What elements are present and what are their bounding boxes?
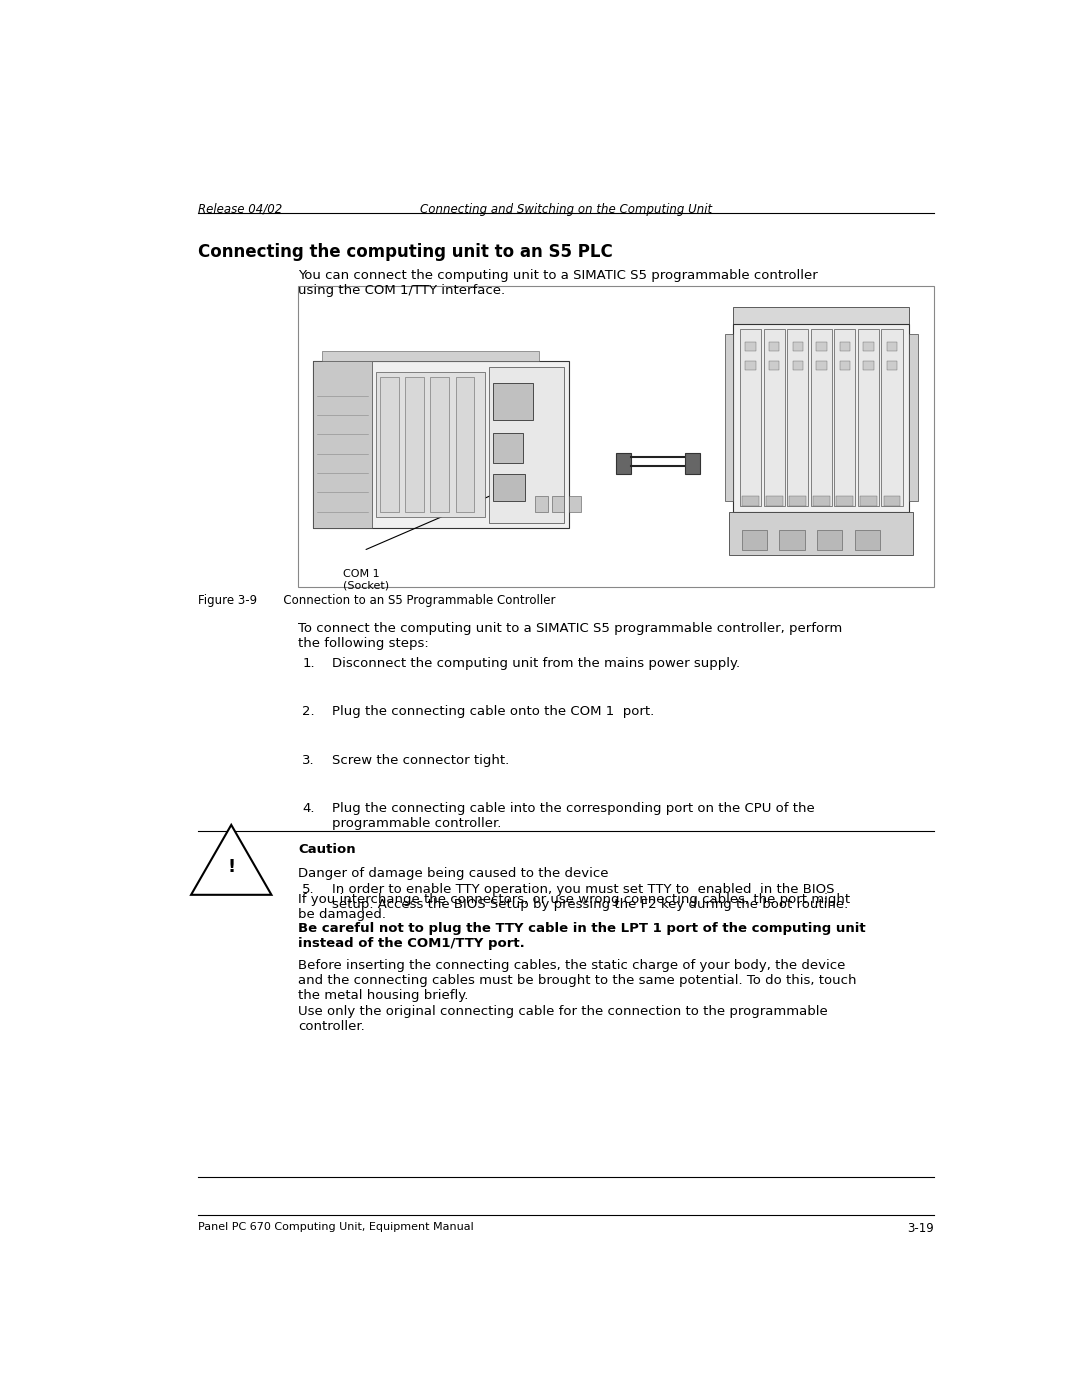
Bar bbox=[552, 496, 565, 511]
Bar bbox=[376, 372, 485, 517]
Text: COM 1
(Socket): COM 1 (Socket) bbox=[342, 569, 389, 591]
Bar bbox=[789, 496, 806, 507]
Bar bbox=[568, 496, 581, 511]
Bar bbox=[818, 529, 842, 549]
Text: Danger of damage being caused to the device: Danger of damage being caused to the dev… bbox=[298, 866, 609, 880]
Bar bbox=[860, 496, 877, 507]
Bar bbox=[733, 307, 909, 324]
Text: Plug the connecting cable into the corresponding port on the CPU of the
programm: Plug the connecting cable into the corre… bbox=[332, 802, 814, 830]
Bar bbox=[745, 362, 756, 370]
Bar bbox=[764, 330, 785, 507]
Bar bbox=[685, 453, 700, 474]
Text: You can connect the computing unit to a SIMATIC S5 programmable controller
using: You can connect the computing unit to a … bbox=[298, 268, 818, 296]
Bar bbox=[745, 342, 756, 351]
Bar bbox=[780, 529, 805, 549]
Bar bbox=[494, 433, 523, 464]
Bar bbox=[863, 342, 874, 351]
Bar bbox=[881, 330, 903, 507]
Bar bbox=[298, 286, 934, 587]
Bar bbox=[787, 330, 808, 507]
Text: In order to enable TTY operation, you must set TTY to  enabled  in the BIOS
setu: In order to enable TTY operation, you mu… bbox=[332, 883, 848, 911]
Text: 1.: 1. bbox=[302, 657, 315, 671]
Bar bbox=[835, 330, 855, 507]
Text: Panel PC 670 Computing Unit, Equipment Manual: Panel PC 670 Computing Unit, Equipment M… bbox=[198, 1222, 473, 1232]
Bar bbox=[535, 496, 548, 511]
Bar bbox=[883, 496, 901, 507]
Text: Caution: Caution bbox=[298, 844, 355, 856]
Bar bbox=[887, 342, 897, 351]
Bar bbox=[793, 342, 804, 351]
Bar bbox=[729, 511, 914, 555]
Bar bbox=[769, 342, 780, 351]
Text: !: ! bbox=[227, 858, 235, 876]
Polygon shape bbox=[191, 824, 271, 895]
Bar bbox=[813, 496, 829, 507]
Bar bbox=[431, 377, 449, 511]
Bar bbox=[887, 362, 897, 370]
Bar bbox=[617, 453, 632, 474]
Bar bbox=[766, 496, 783, 507]
Bar bbox=[769, 362, 780, 370]
Text: 3.: 3. bbox=[302, 754, 315, 767]
Text: Connecting the computing unit to an S5 PLC: Connecting the computing unit to an S5 P… bbox=[198, 243, 612, 261]
Bar bbox=[494, 383, 534, 420]
Bar bbox=[380, 377, 399, 511]
Bar bbox=[793, 362, 804, 370]
Text: Release 04/02: Release 04/02 bbox=[198, 203, 282, 215]
Text: Plug the connecting cable onto the COM 1  port.: Plug the connecting cable onto the COM 1… bbox=[332, 705, 654, 718]
Bar bbox=[837, 496, 853, 507]
Bar bbox=[725, 334, 733, 502]
Bar bbox=[909, 334, 918, 502]
Text: If you interchange the connectors, or use wrong connecting cables, the port migh: If you interchange the connectors, or us… bbox=[298, 893, 850, 921]
Text: 5.: 5. bbox=[302, 883, 315, 895]
Bar bbox=[489, 366, 565, 522]
Bar bbox=[313, 362, 372, 528]
Bar bbox=[494, 474, 525, 502]
Bar bbox=[839, 362, 850, 370]
Bar bbox=[816, 362, 826, 370]
Bar bbox=[839, 342, 850, 351]
Text: Be careful not to plug the TTY cable in the LPT 1 port of the computing unit
ins: Be careful not to plug the TTY cable in … bbox=[298, 922, 866, 950]
Bar bbox=[740, 330, 761, 507]
Bar bbox=[855, 529, 880, 549]
Bar bbox=[456, 377, 474, 511]
Bar bbox=[863, 362, 874, 370]
Bar bbox=[405, 377, 423, 511]
Bar bbox=[733, 324, 909, 511]
Bar bbox=[313, 362, 568, 528]
Bar bbox=[742, 496, 759, 507]
Text: Use only the original connecting cable for the connection to the programmable
co: Use only the original connecting cable f… bbox=[298, 1004, 828, 1032]
Text: 3-19: 3-19 bbox=[907, 1222, 934, 1235]
Text: Figure 3-9       Connection to an S5 Programmable Controller: Figure 3-9 Connection to an S5 Programma… bbox=[198, 594, 555, 606]
Bar bbox=[816, 342, 826, 351]
Bar bbox=[811, 330, 832, 507]
Text: 4.: 4. bbox=[302, 802, 315, 816]
Bar bbox=[858, 330, 879, 507]
Bar bbox=[322, 351, 539, 362]
Bar bbox=[742, 529, 767, 549]
Text: Connecting and Switching on the Computing Unit: Connecting and Switching on the Computin… bbox=[420, 203, 712, 215]
Text: To connect the computing unit to a SIMATIC S5 programmable controller, perform
t: To connect the computing unit to a SIMAT… bbox=[298, 622, 842, 650]
Text: Screw the connector tight.: Screw the connector tight. bbox=[332, 754, 509, 767]
Text: Disconnect the computing unit from the mains power supply.: Disconnect the computing unit from the m… bbox=[332, 657, 740, 671]
Text: Before inserting the connecting cables, the static charge of your body, the devi: Before inserting the connecting cables, … bbox=[298, 960, 856, 1003]
Text: 2.: 2. bbox=[302, 705, 315, 718]
